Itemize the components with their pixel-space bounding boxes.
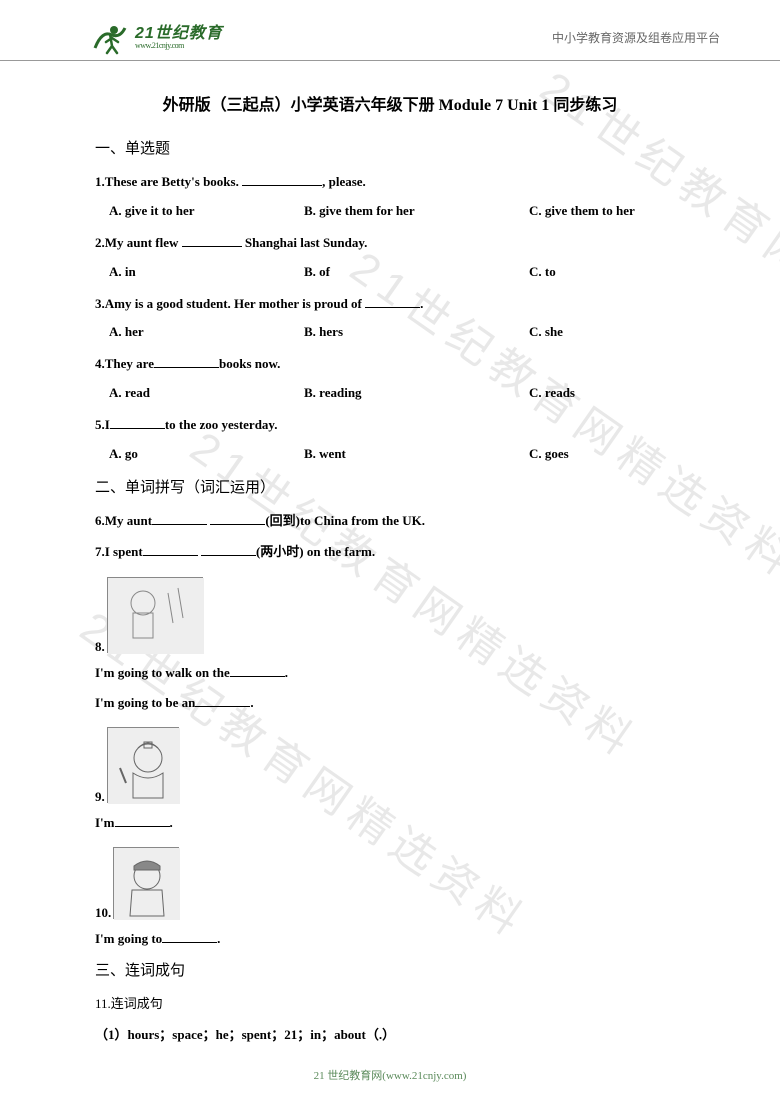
option-b: B. hers	[304, 324, 529, 340]
blank	[201, 542, 256, 556]
blank	[210, 511, 265, 525]
options-2: A. in B. of C. to	[95, 264, 685, 280]
question-5: 5.Ito the zoo yesterday.	[95, 415, 685, 436]
nurse-image	[107, 727, 179, 803]
soldier-image	[113, 847, 179, 919]
question-number: 9.	[95, 789, 105, 805]
logo: 21世纪教育 www.21cnjy.com	[90, 20, 223, 55]
logo-icon	[90, 20, 130, 55]
logo-sub-text: www.21cnjy.com	[135, 42, 223, 50]
question-8-line1: I'm going to walk on the.	[95, 663, 685, 681]
question-7: 7.I spent (两小时) on the farm.	[95, 542, 685, 563]
options-5: A. go B. went C. goes	[95, 446, 685, 462]
option-a: A. in	[109, 264, 304, 280]
option-a: A. give it to her	[109, 203, 304, 219]
question-6: 6.My aunt (回到)to China from the UK.	[95, 511, 685, 532]
blank	[195, 693, 250, 707]
blank	[365, 294, 420, 308]
options-1: A. give it to her B. give them for her C…	[95, 203, 685, 219]
blank	[152, 511, 207, 525]
blank	[230, 663, 285, 677]
options-4: A. read B. reading C. reads	[95, 385, 685, 401]
blank	[115, 813, 170, 827]
question-3: 3.Amy is a good student. Her mother is p…	[95, 294, 685, 315]
option-c: C. to	[529, 264, 556, 280]
content-area: 外研版（三起点）小学英语六年级下册 Module 7 Unit 1 同步练习 一…	[0, 91, 780, 1043]
question-9-img: 9.	[95, 723, 685, 805]
option-a: A. read	[109, 385, 304, 401]
option-a: A. her	[109, 324, 304, 340]
question-10-line1: I'm going to.	[95, 929, 685, 947]
question-11: 11.连词成句	[95, 994, 685, 1015]
option-c: C. give them to her	[529, 203, 635, 219]
option-a: A. go	[109, 446, 304, 462]
blank	[154, 354, 219, 368]
option-b: B. went	[304, 446, 529, 462]
blank	[162, 929, 217, 943]
question-number: 8.	[95, 639, 105, 655]
blank	[110, 415, 165, 429]
option-b: B. give them for her	[304, 203, 529, 219]
option-b: B. reading	[304, 385, 529, 401]
blank	[242, 172, 322, 186]
page-header: 21世纪教育 www.21cnjy.com 中小学教育资源及组卷应用平台	[0, 0, 780, 61]
page-footer: 21 世纪教育网(www.21cnjy.com)	[0, 1067, 780, 1083]
question-number: 10.	[95, 905, 111, 921]
header-right-text: 中小学教育资源及组卷应用平台	[552, 29, 720, 46]
section-2-header: 二、单词拼写（词汇运用）	[95, 476, 685, 497]
question-8-line2: I'm going to be an.	[95, 693, 685, 711]
question-1: 1.These are Betty's books. , please.	[95, 172, 685, 193]
option-c: C. reads	[529, 385, 575, 401]
question-10-img: 10.	[95, 843, 685, 921]
logo-main-text: 21世纪教育	[135, 26, 223, 42]
question-4: 4.They arebooks now.	[95, 354, 685, 375]
blank	[182, 233, 242, 247]
page-title: 外研版（三起点）小学英语六年级下册 Module 7 Unit 1 同步练习	[95, 91, 685, 115]
question-9-line1: I'm.	[95, 813, 685, 831]
question-8-img: 8.	[95, 573, 685, 655]
question-11-sub1: （1）hours；space；he；spent；21；in；about（.）	[95, 1024, 685, 1043]
astronaut-image	[107, 577, 203, 653]
option-c: C. goes	[529, 446, 569, 462]
option-c: C. she	[529, 324, 563, 340]
blank	[143, 542, 198, 556]
section-1-header: 一、单选题	[95, 137, 685, 158]
options-3: A. her B. hers C. she	[95, 324, 685, 340]
question-2: 2.My aunt flew Shanghai last Sunday.	[95, 233, 685, 254]
option-b: B. of	[304, 264, 529, 280]
section-3-header: 三、连词成句	[95, 959, 685, 980]
